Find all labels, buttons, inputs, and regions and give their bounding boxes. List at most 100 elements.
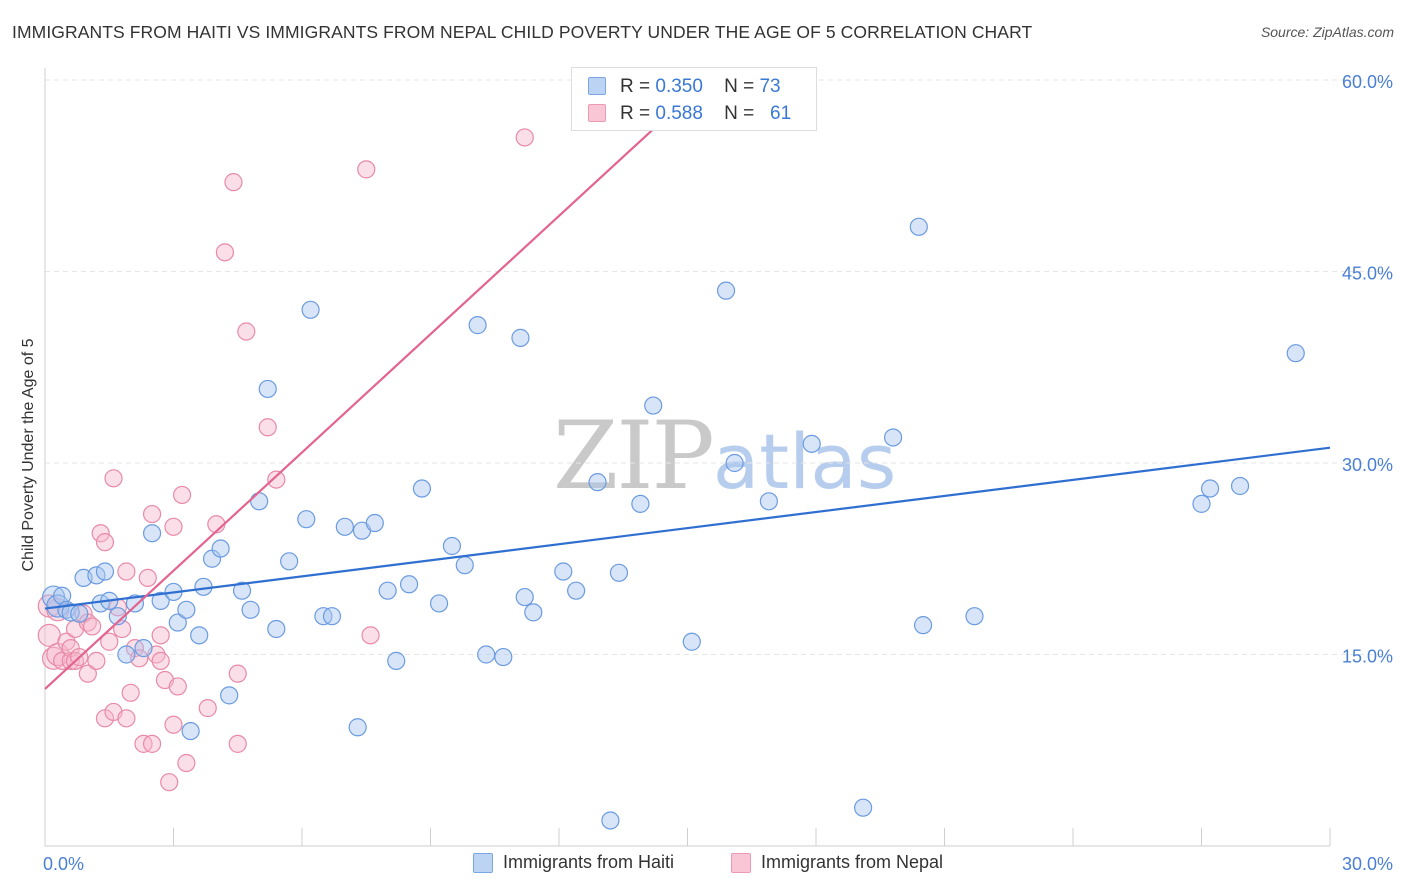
haiti-point-7 [87, 566, 106, 585]
y-tick-label-2: 45.0% [1342, 264, 1393, 284]
series-label-nepal: Immigrants from Nepal [761, 852, 944, 872]
nepal-point-44 [198, 699, 217, 718]
nepal-point-43 [177, 753, 196, 773]
haiti-point-54 [567, 581, 586, 600]
haiti-point-52 [524, 603, 543, 622]
haiti-point-72 [1230, 476, 1250, 496]
haiti-point-28 [250, 492, 269, 511]
legend-nepal-n-value: 61 [770, 103, 792, 124]
haiti-point-25 [220, 686, 239, 705]
haiti-point-30 [267, 619, 286, 639]
nepal-point-31 [138, 568, 157, 588]
legend-swatch-haiti [588, 77, 606, 95]
nepal-point-50 [237, 322, 256, 341]
legend-text-haiti: R = 0.350 N = 73 [620, 76, 781, 98]
haiti-point-71 [1200, 479, 1220, 498]
haiti-point-65 [854, 798, 873, 817]
series-swatch-haiti [473, 853, 493, 873]
haiti-point-39 [365, 513, 384, 533]
x-tick-label-0: 0.0% [43, 854, 84, 874]
haiti-point-13 [125, 594, 145, 613]
haiti-point-33 [301, 300, 320, 319]
haiti-point-14 [134, 639, 153, 658]
legend-nepal-r-value: 0.588 [655, 103, 703, 124]
y-tick-label-3: 60.0% [1342, 72, 1393, 92]
nepal-point-47 [224, 173, 243, 192]
haiti-point-69 [965, 607, 984, 626]
haiti-point-41 [387, 651, 406, 670]
nepal-trend-line [44, 104, 680, 690]
legend-haiti-r-label: R = [620, 76, 651, 97]
nepal-point-41 [168, 677, 187, 696]
haiti-point-16 [151, 591, 170, 610]
haiti-point-35 [322, 607, 342, 626]
haiti-point-67 [909, 217, 928, 236]
nepal-point-38 [160, 773, 179, 792]
haiti-point-43 [412, 479, 432, 498]
chart-title: IMMIGRANTS FROM HAITI VS IMMIGRANTS FROM… [12, 22, 1033, 42]
x-tick-label-1: 30.0% [1342, 854, 1393, 874]
legend-swatch-nepal [588, 104, 606, 122]
nepal-point-17 [91, 524, 110, 543]
haiti-point-26 [232, 581, 252, 600]
haiti-point-15 [142, 524, 162, 543]
haiti-point-73 [1286, 344, 1305, 363]
haiti-point-68 [913, 616, 933, 635]
nepal-point-51 [258, 418, 277, 437]
haiti-point-22 [194, 577, 213, 596]
haiti-point-62 [725, 453, 744, 473]
nepal-point-33 [142, 504, 162, 524]
y-tick-label-1: 30.0% [1342, 455, 1393, 475]
nepal-point-25 [117, 562, 136, 581]
haiti-point-12 [117, 645, 136, 664]
correlation-legend: R = 0.350 N = 73 R = 0.588 N = 61 [571, 67, 817, 131]
legend-nepal-r-label: R = [620, 103, 651, 124]
haiti-trend-line [44, 446, 1331, 610]
series-label-haiti: Immigrants from Haiti [503, 852, 675, 872]
legend-haiti-r-value: 0.350 [655, 76, 703, 97]
haiti-point-60 [682, 632, 701, 651]
nepal-point-15 [83, 617, 102, 636]
nepal-point-42 [172, 485, 192, 505]
haiti-point-19 [177, 600, 196, 619]
haiti-point-20 [181, 721, 200, 741]
nepal-point-48 [228, 664, 247, 683]
haiti-point-57 [609, 563, 629, 582]
axes [44, 68, 1331, 847]
nepal-point-32 [142, 734, 162, 753]
haiti-point-53 [554, 562, 573, 581]
haiti-point-32 [297, 510, 316, 529]
nepal-point-27 [121, 683, 140, 702]
haiti-point-58 [631, 494, 650, 513]
haiti-point-70 [1192, 494, 1211, 513]
nepal-point-14 [78, 664, 97, 683]
nepal-points [37, 128, 534, 792]
haiti-point-63 [759, 492, 778, 511]
haiti-point-46 [455, 556, 474, 575]
haiti-point-27 [241, 600, 260, 619]
haiti-point-61 [716, 281, 736, 300]
nepal-point-19 [95, 533, 115, 552]
haiti-point-66 [883, 428, 903, 447]
series-swatch-nepal [731, 853, 751, 873]
zipatlas-watermark: ZIPatlas [553, 402, 896, 511]
haiti-point-9 [95, 562, 115, 581]
haiti-point-29 [258, 379, 277, 399]
nepal-point-40 [164, 517, 183, 536]
nepal-point-7 [61, 651, 80, 670]
nepal-point-26 [117, 709, 136, 728]
nepal-point-16 [87, 651, 106, 670]
haiti-point-5 [70, 604, 89, 623]
watermark-zip: ZIP [553, 402, 715, 511]
nepal-point-36 [151, 651, 170, 670]
nepal-point-35 [151, 626, 170, 645]
haiti-point-44 [429, 594, 449, 613]
haiti-point-47 [468, 316, 487, 335]
haiti-point-45 [442, 536, 462, 556]
nepal-point-55 [515, 128, 534, 147]
nepal-point-53 [357, 160, 376, 179]
nepal-point-46 [215, 243, 234, 262]
haiti-point-48 [477, 645, 496, 664]
haiti-point-11 [108, 607, 127, 626]
haiti-point-42 [399, 575, 419, 594]
